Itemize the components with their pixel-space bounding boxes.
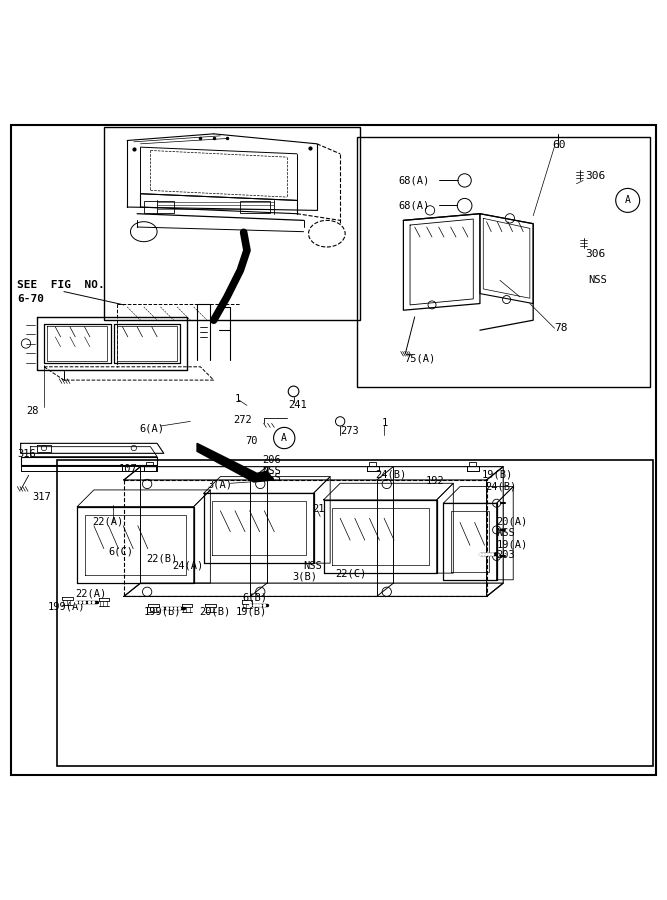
Text: 78: 78 bbox=[554, 323, 568, 333]
Text: 306: 306 bbox=[585, 248, 606, 258]
Text: 6(A): 6(A) bbox=[139, 423, 164, 433]
Text: 19(A): 19(A) bbox=[496, 539, 528, 550]
Text: 1: 1 bbox=[235, 394, 241, 404]
Text: SEE  FIG  NO.: SEE FIG NO. bbox=[17, 280, 105, 290]
Text: 3(B): 3(B) bbox=[292, 572, 317, 581]
Text: 199(A): 199(A) bbox=[47, 601, 85, 611]
Bar bbox=[144, 201, 173, 213]
Text: 1: 1 bbox=[382, 418, 388, 428]
Text: 273: 273 bbox=[340, 427, 359, 436]
Text: 20(A): 20(A) bbox=[496, 517, 528, 526]
Text: 306: 306 bbox=[585, 171, 606, 181]
Text: 241: 241 bbox=[288, 400, 307, 410]
Text: NSS: NSS bbox=[262, 466, 281, 476]
Bar bbox=[240, 201, 270, 213]
Text: 60: 60 bbox=[552, 140, 566, 150]
Text: 3(A): 3(A) bbox=[207, 480, 232, 490]
Polygon shape bbox=[197, 444, 273, 482]
Bar bbox=[104, 127, 360, 320]
Text: 22(A): 22(A) bbox=[75, 588, 107, 598]
Text: 24(B): 24(B) bbox=[376, 470, 407, 480]
Text: 22(B): 22(B) bbox=[146, 554, 177, 563]
Text: 316: 316 bbox=[17, 449, 36, 459]
Text: 68(A): 68(A) bbox=[399, 176, 430, 185]
Bar bbox=[357, 137, 650, 387]
Text: 28: 28 bbox=[26, 407, 39, 417]
Text: 22(A): 22(A) bbox=[93, 517, 124, 526]
Text: 6(B): 6(B) bbox=[242, 593, 267, 603]
Text: 192: 192 bbox=[426, 476, 444, 486]
Text: NSS: NSS bbox=[496, 528, 516, 538]
Text: 317: 317 bbox=[33, 491, 51, 501]
Text: 68(A): 68(A) bbox=[399, 200, 430, 210]
Text: 19(B): 19(B) bbox=[482, 470, 513, 480]
Text: 272: 272 bbox=[233, 415, 252, 425]
Text: 24(A): 24(A) bbox=[173, 560, 203, 571]
Bar bbox=[57, 460, 653, 766]
Text: 22(C): 22(C) bbox=[336, 568, 367, 578]
Text: NSS: NSS bbox=[588, 275, 606, 285]
Text: 6-70: 6-70 bbox=[17, 294, 44, 304]
Text: 199(B): 199(B) bbox=[144, 606, 181, 616]
Text: A: A bbox=[281, 433, 287, 443]
Text: 6(C): 6(C) bbox=[109, 546, 133, 556]
Text: 24(B): 24(B) bbox=[486, 482, 516, 491]
Text: 203: 203 bbox=[496, 550, 516, 560]
Text: 19(B): 19(B) bbox=[235, 606, 267, 616]
Text: 20(B): 20(B) bbox=[199, 606, 230, 616]
Text: NSS: NSS bbox=[303, 562, 322, 572]
Text: 206: 206 bbox=[262, 455, 281, 465]
Text: NSS: NSS bbox=[262, 473, 281, 483]
Text: 75(A): 75(A) bbox=[405, 354, 436, 364]
Text: A: A bbox=[625, 195, 630, 205]
Text: 107: 107 bbox=[119, 464, 138, 473]
Text: 70: 70 bbox=[245, 436, 258, 446]
Text: 21: 21 bbox=[312, 504, 325, 514]
